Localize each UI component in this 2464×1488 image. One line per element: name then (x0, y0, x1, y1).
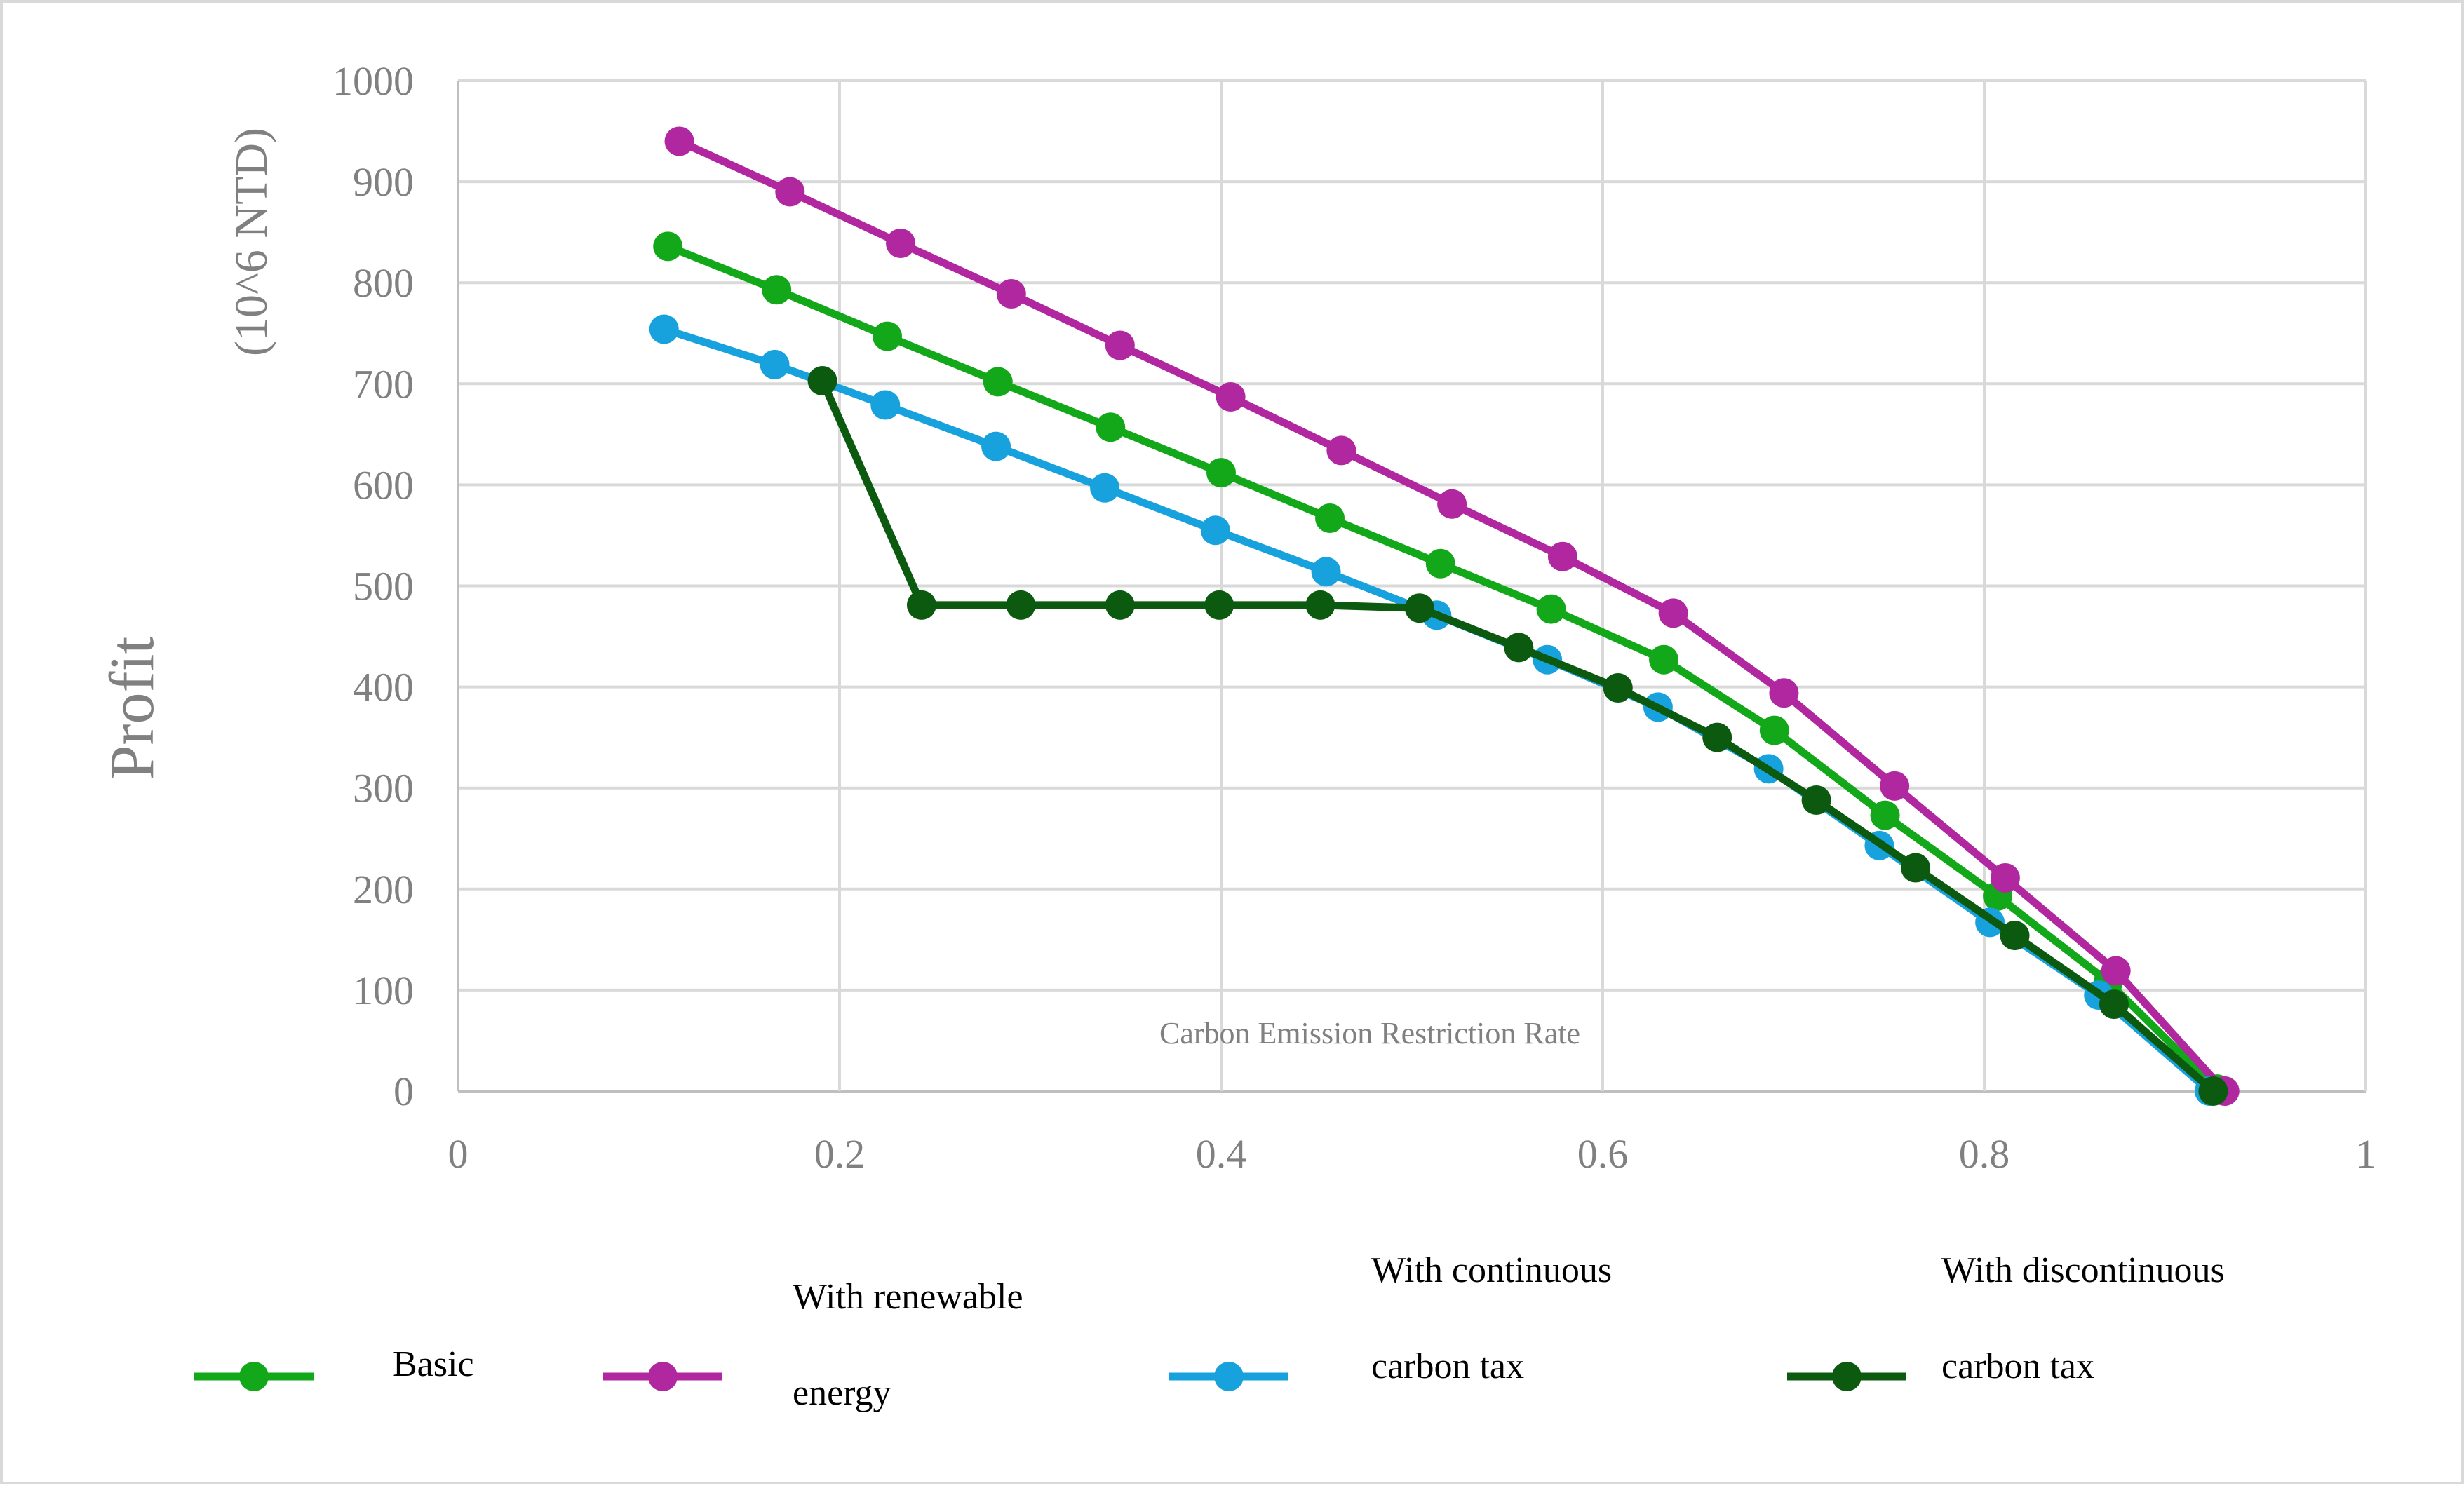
data-point (1105, 330, 1135, 360)
legend-item-4: With discontinuous carbon tax (1787, 1250, 2225, 1391)
data-point (870, 390, 901, 420)
y-tick-label: 600 (353, 462, 414, 508)
legend-item-2: With renewable energy (603, 1277, 1023, 1413)
data-point (1547, 541, 1577, 571)
data-point (1658, 598, 1688, 628)
y-tick-label: 400 (353, 665, 414, 710)
data-point (2101, 956, 2131, 986)
data-point (1311, 557, 1341, 587)
data-point (1206, 458, 1236, 488)
data-point (2000, 921, 2030, 951)
data-point (1504, 633, 1534, 663)
data-point (1536, 594, 1566, 624)
data-point (1305, 590, 1335, 620)
legend-label: With continuous (1371, 1250, 1612, 1290)
data-point (1603, 673, 1633, 703)
legend-swatch-marker (239, 1362, 269, 1391)
data-point (1204, 590, 1234, 620)
x-axis-title: Carbon Emission Restriction Rate (1159, 1016, 1580, 1050)
y-tick-label: 800 (353, 260, 414, 306)
x-tick-label: 0.4 (1196, 1131, 1247, 1177)
legend-label: energy (793, 1373, 891, 1413)
data-point (1200, 515, 1230, 546)
legend-item-3: With continuous carbon tax (1169, 1250, 1612, 1391)
legend-item-1: Basic (194, 1344, 474, 1391)
data-point (1090, 473, 1120, 503)
data-point (1006, 590, 1036, 620)
data-point (1425, 548, 1455, 579)
x-tick-label: 0 (448, 1131, 469, 1177)
data-point (1870, 800, 1900, 830)
data-point (981, 431, 1011, 461)
legend-label: With discontinuous (1941, 1250, 2225, 1290)
data-point (1990, 863, 2020, 893)
y-tick-label: 1000 (332, 58, 414, 104)
data-point (760, 349, 790, 379)
x-tick-label: 1 (2356, 1131, 2376, 1177)
x-tick-label: 0.6 (1577, 1131, 1629, 1177)
data-point (1759, 715, 1789, 745)
axis-ticks: 0 100 200 300 400 500 600 700 800 900 1000 0 0.2 0.4 0… (332, 58, 2376, 1177)
data-point (906, 590, 936, 620)
data-point (1649, 644, 1679, 675)
data-point (775, 177, 805, 207)
data-point (886, 229, 916, 259)
data-point (807, 365, 837, 395)
y-tick-label: 700 (353, 361, 414, 407)
data-point (1105, 590, 1135, 620)
data-point (649, 314, 679, 344)
legend-swatch-marker (648, 1362, 678, 1391)
legend-swatch-marker (1214, 1362, 1244, 1391)
y-axis-subtitle: (10^6 NTD) (226, 128, 277, 356)
data-point (1404, 593, 1434, 623)
data-point (1901, 853, 1931, 883)
series-layer (649, 126, 2240, 1106)
x-tick-label: 0.8 (1959, 1131, 2010, 1177)
y-tick-label: 500 (353, 564, 414, 609)
legend-label: With renewable (793, 1277, 1023, 1317)
data-point (1096, 412, 1126, 442)
legend-label: carbon tax (1941, 1346, 2094, 1386)
legend: Basic With renewable energy With continuous… (194, 1250, 2225, 1413)
data-point (1437, 489, 1467, 519)
data-point (1326, 435, 1356, 466)
data-point (996, 279, 1026, 309)
y-tick-label: 300 (353, 766, 414, 811)
y-tick-label: 200 (353, 867, 414, 912)
series-4 (807, 365, 2228, 1106)
y-tick-label: 900 (353, 159, 414, 205)
data-point (1801, 785, 1831, 815)
data-point (762, 275, 792, 305)
data-point (2198, 1076, 2228, 1106)
data-point (653, 231, 683, 262)
series-1 (653, 231, 2232, 1104)
data-point (1315, 503, 1345, 533)
data-point (1216, 382, 1246, 412)
data-point (873, 321, 902, 351)
y-tick-label: 0 (393, 1069, 414, 1114)
data-point (664, 126, 694, 156)
legend-label: carbon tax (1371, 1346, 1524, 1386)
y-axis-title: Profit (97, 636, 167, 780)
data-point (2099, 989, 2129, 1020)
data-point (1769, 678, 1799, 708)
legend-swatch-marker (1832, 1362, 1862, 1391)
data-point (1880, 771, 1910, 801)
data-point (1702, 722, 1732, 752)
legend-label: Basic (393, 1344, 474, 1384)
x-tick-label: 0.2 (814, 1131, 866, 1177)
data-point (983, 367, 1013, 397)
y-tick-label: 100 (353, 968, 414, 1013)
